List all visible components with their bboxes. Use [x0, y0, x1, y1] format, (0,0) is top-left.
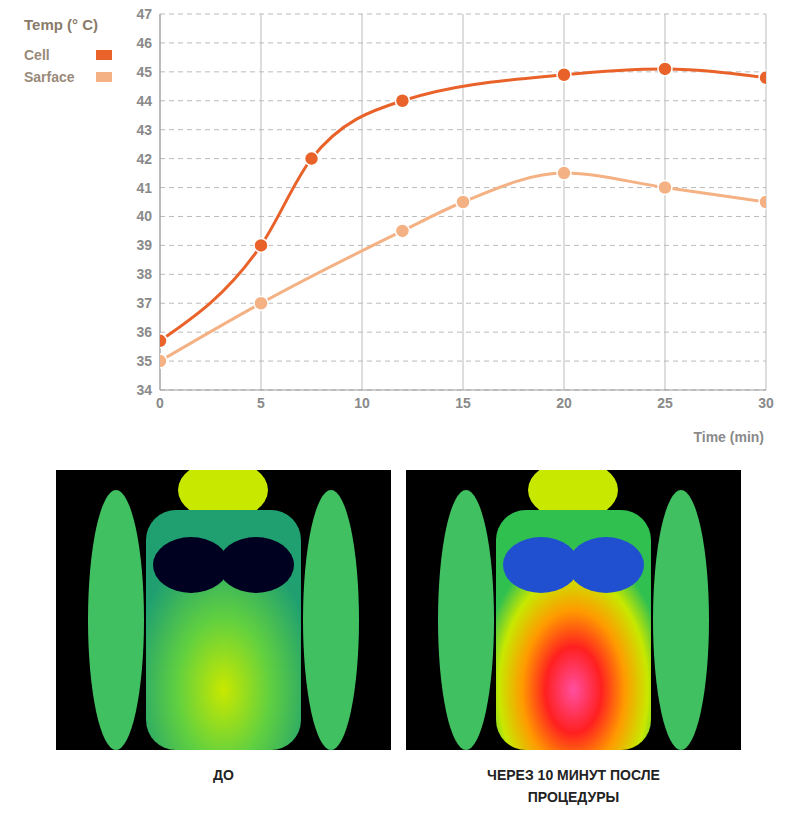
svg-text:37: 37: [136, 295, 152, 311]
svg-text:0: 0: [156, 395, 164, 411]
svg-text:43: 43: [136, 122, 152, 138]
svg-text:40: 40: [136, 208, 152, 224]
html-text:Temp (° C): Temp (° C): [24, 16, 99, 33]
svg-text:44: 44: [136, 93, 152, 109]
svg-text:34: 34: [136, 382, 152, 398]
svg-text:Time (min): Time (min): [693, 429, 764, 445]
svg-text:30: 30: [758, 395, 774, 411]
html-text:Cell: Cell: [24, 47, 50, 63]
svg-text:45: 45: [136, 64, 152, 80]
svg-text:41: 41: [136, 180, 152, 196]
svg-text:36: 36: [136, 324, 152, 340]
html-text:ЧЕРЕЗ 10 МИНУТ ПОСЛЕ ПРОЦЕДУРЫ: ЧЕРЕЗ 10 МИНУТ ПОСЛЕ ПРОЦЕДУРЫ: [487, 767, 660, 805]
svg-text:25: 25: [657, 395, 673, 411]
svg-text:39: 39: [136, 237, 152, 253]
svg-text:35: 35: [136, 353, 152, 369]
svg-text:15: 15: [455, 395, 471, 411]
svg-text:10: 10: [354, 395, 370, 411]
svg-text:20: 20: [556, 395, 572, 411]
svg-text:5: 5: [257, 395, 265, 411]
svg-text:38: 38: [136, 266, 152, 282]
svg-text:47: 47: [136, 6, 152, 22]
html-text:ДО: ДО: [213, 767, 234, 783]
html-text:Sarface: Sarface: [24, 69, 75, 85]
svg-text:42: 42: [136, 151, 152, 167]
svg-text:46: 46: [136, 35, 152, 51]
